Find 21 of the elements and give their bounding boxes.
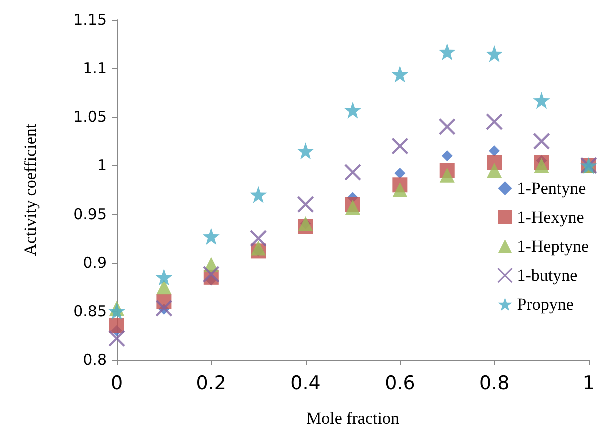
x-tick-label: 0.2 <box>196 372 226 394</box>
x-axis-title: Mole fraction <box>306 409 400 428</box>
y-tick-label: 1.05 <box>74 108 107 126</box>
x-tick-label: 0.4 <box>290 372 321 394</box>
y-tick-label: 0.95 <box>74 205 107 224</box>
y-axis-title: Activity coefficient <box>21 124 40 256</box>
x-tick-label: 0.6 <box>385 372 416 394</box>
legend-label: 1-Pentyne <box>517 179 586 198</box>
legend-label: 1-Heptyne <box>517 237 590 256</box>
legend-label: Propyne <box>517 295 574 314</box>
y-tick-label: 1 <box>97 156 107 175</box>
y-tick-label: 0.85 <box>74 302 107 320</box>
x-tick-label: 0.8 <box>479 372 510 394</box>
legend-label: 1-butyne <box>517 266 578 285</box>
legend-label: 1-Hexyne <box>517 208 584 227</box>
y-tick-label: 1.15 <box>74 11 107 29</box>
y-tick-label: 1.1 <box>83 60 107 78</box>
x-tick-label: 1 <box>582 372 596 394</box>
y-tick-label: 0.9 <box>83 254 107 272</box>
y-tick-label: 0.8 <box>83 351 107 369</box>
x-tick-label: 0 <box>110 372 124 394</box>
